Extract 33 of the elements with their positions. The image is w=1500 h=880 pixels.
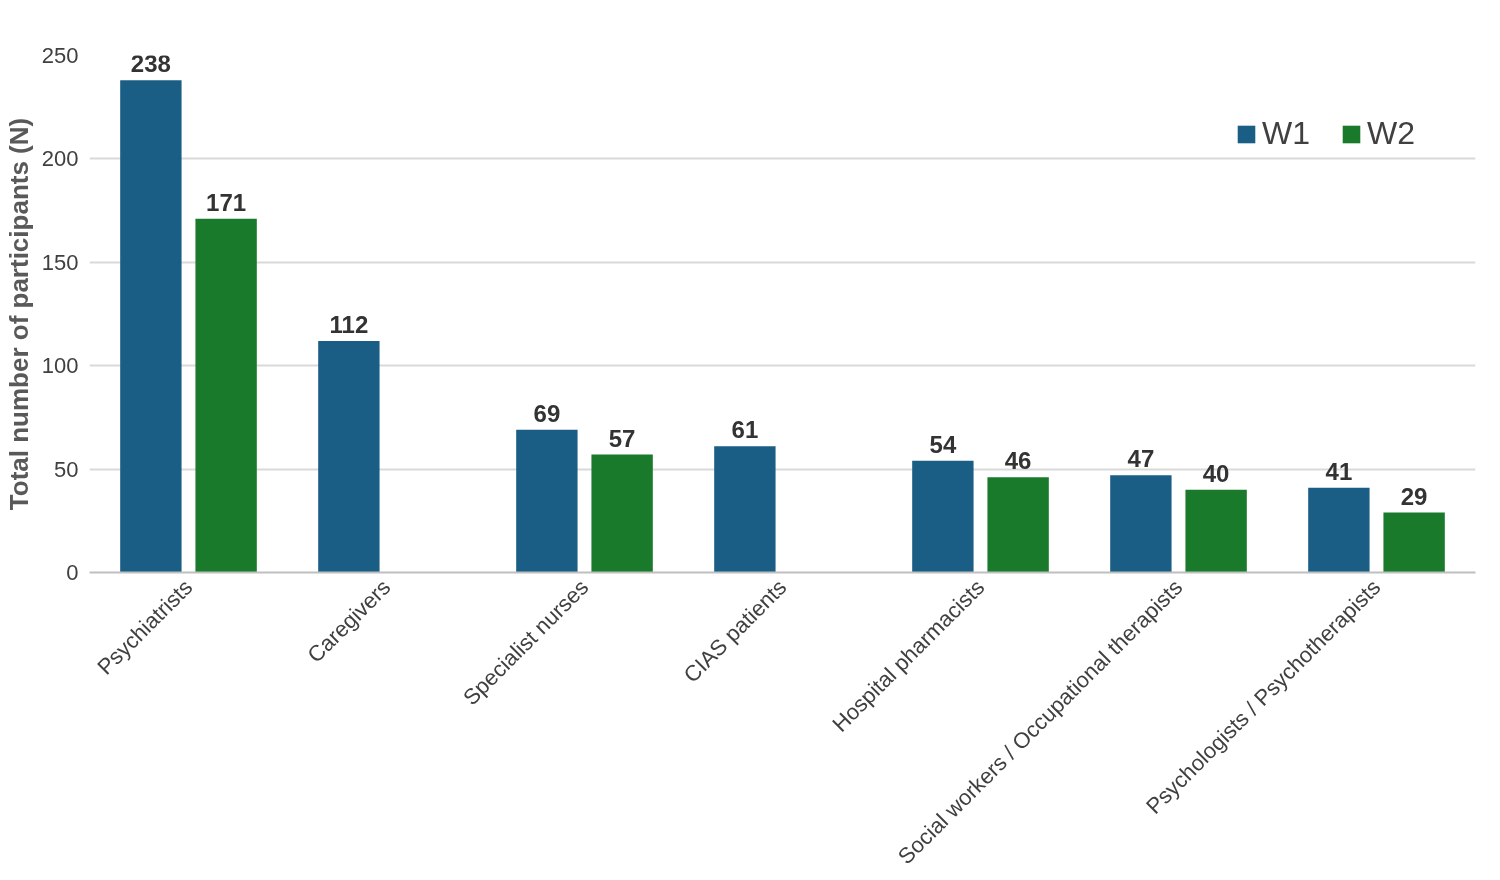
bar [591,454,653,573]
bar [195,218,257,573]
y-tick-label: 50 [54,456,79,482]
data-label: 61 [731,416,759,444]
bar [516,429,578,573]
data-label: 112 [329,310,369,338]
data-label: 69 [533,399,561,427]
bar [987,477,1049,573]
bar [1383,512,1445,573]
bar [1308,487,1370,573]
data-label: 47 [1127,445,1155,473]
bar [1185,489,1247,573]
data-label: 238 [130,50,171,78]
y-tick-label: 250 [41,43,79,68]
bar [714,446,776,573]
data-label: 29 [1400,482,1428,510]
data-label: 46 [1004,447,1032,475]
data-label: 40 [1202,459,1230,487]
bar [120,80,182,573]
legend-label: W1 [1262,115,1310,152]
bar [1110,475,1172,573]
y-tick-label: 0 [66,560,79,585]
bar [912,460,974,573]
y-tick-label: 100 [41,353,79,379]
data-label: 171 [206,188,247,216]
legend-label: W2 [1367,115,1415,152]
data-label: 57 [608,424,636,452]
data-label: 41 [1325,457,1353,485]
data-label: 54 [929,430,957,458]
y-tick-label: 150 [41,249,79,275]
bar [318,340,380,573]
y-tick-label: 200 [41,146,79,172]
y-axis-title: Total number of participants (N) [3,117,34,511]
